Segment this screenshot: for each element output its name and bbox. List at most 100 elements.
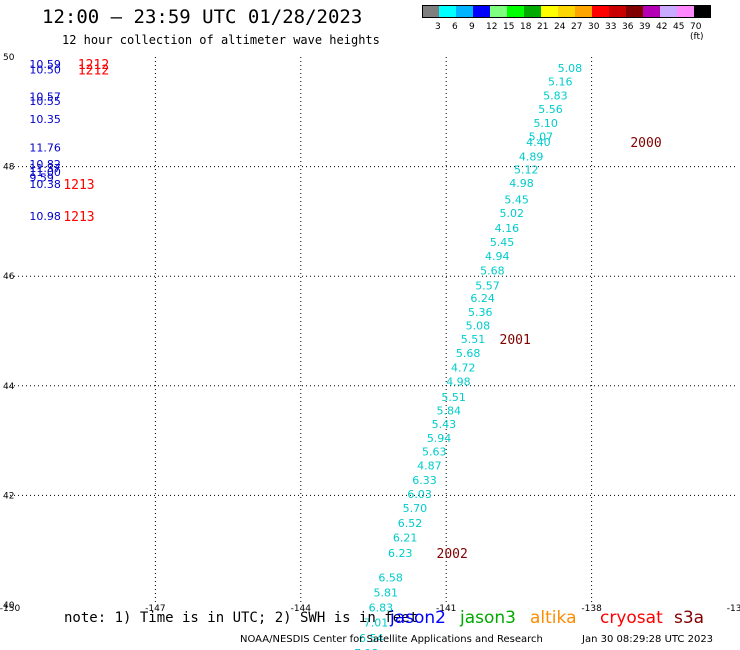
legend-cryosat: cryosat — [600, 608, 663, 628]
time-label: 2002 — [437, 547, 468, 562]
time-label: 1213 — [63, 178, 94, 193]
colorbar-label: 27 — [571, 22, 583, 32]
colorbar-swatch — [541, 5, 558, 18]
colorbar-label: 21 — [537, 22, 549, 32]
colorbar-label: 39 — [639, 22, 651, 32]
y-tick-label: 46 — [3, 272, 15, 282]
colorbar-label: 15 — [503, 22, 515, 32]
colorbar-swatch — [609, 5, 626, 18]
swh-value-label: 5.57 — [475, 280, 500, 293]
colorbar-swatch — [439, 5, 456, 18]
swh-value-label: 5.81 — [374, 586, 399, 599]
x-tick-label: -138 — [581, 604, 602, 614]
swh-value-label: 4.40 — [526, 136, 551, 149]
page-subtitle: 12 hour collection of altimeter wave hei… — [62, 33, 380, 47]
swh-value-label: 6.83 — [369, 602, 394, 615]
swh-value-label: 7.13 — [354, 647, 379, 650]
colorbar-label: 30 — [588, 22, 600, 32]
x-tick-label: -147 — [145, 604, 165, 614]
swh-value-label: 10.55 — [29, 95, 60, 108]
swh-value-label: 5.36 — [468, 306, 493, 319]
swh-value-label: 10.57 — [29, 90, 60, 103]
swh-value-label: 11.00 — [29, 166, 60, 179]
colorbar-label: 3 — [435, 22, 441, 32]
legend-jason2: jason2 — [390, 608, 446, 628]
time-label: 1212 — [78, 64, 109, 79]
swh-value-label: 10.35 — [29, 113, 60, 126]
colorbar-swatch — [507, 5, 524, 18]
swh-value-label: 5.68 — [480, 265, 505, 278]
x-tick-label: -135 — [727, 604, 740, 614]
swh-value-label: 10.59 — [29, 58, 60, 71]
swh-value-label: 4.98 — [446, 375, 471, 388]
swh-value-label: 6.33 — [412, 474, 437, 487]
colorbar-label: 33 — [605, 22, 617, 32]
swh-value-label: 5.08 — [558, 62, 583, 75]
y-tick-label: 48 — [3, 163, 15, 173]
legend-altika: altika — [530, 608, 577, 628]
colorbar-swatch — [626, 5, 643, 18]
swh-value-label: 5.07 — [529, 130, 554, 143]
y-tick-label: 50 — [3, 53, 15, 63]
colorbar-swatch — [660, 5, 677, 18]
colorbar-label: 9 — [469, 22, 475, 32]
swh-value-label: 11.76 — [29, 141, 60, 154]
colorbar-label: 45 — [673, 22, 685, 32]
swh-value-label: 11.37 — [29, 162, 60, 175]
swh-value-label: 4.98 — [509, 177, 534, 190]
swh-value-label: 5.45 — [504, 193, 529, 206]
swh-value-label: 7.01 — [364, 617, 389, 630]
swh-value-label: 5.68 — [456, 347, 481, 360]
swh-value-label: 6.52 — [398, 517, 423, 530]
colorbar-label: 24 — [554, 22, 566, 32]
swh-value-label: 5.51 — [441, 391, 466, 404]
colorbar-swatch — [575, 5, 592, 18]
swh-value-label: 5.08 — [466, 320, 491, 333]
colorbar-label: 36 — [622, 22, 634, 32]
swh-value-label: 4.72 — [451, 362, 476, 375]
swh-value-label: 6.03 — [407, 488, 432, 501]
swh-value-label: 5.94 — [427, 432, 452, 445]
colorbar-swatch — [456, 5, 473, 18]
x-tick-label: -141 — [436, 604, 456, 614]
swh-value-label: 10.38 — [29, 178, 60, 191]
x-tick-label: -144 — [291, 604, 312, 614]
swh-value-label: 5.43 — [432, 418, 457, 431]
swh-value-label: 5.51 — [461, 333, 486, 346]
swh-value-label: 10.82 — [29, 158, 60, 171]
swh-value-label: 5.56 — [538, 103, 563, 116]
swh-value-label: 6.23 — [388, 547, 413, 560]
generation-timestamp: Jan 30 08:29:28 UTC 2023 — [582, 634, 714, 645]
swh-value-label: 4.87 — [417, 459, 442, 472]
colorbar-label: 6 — [452, 22, 458, 32]
y-tick-label: 40 — [3, 601, 15, 611]
swh-value-label: 5.02 — [500, 207, 524, 220]
legend-s3a: s3a — [674, 608, 705, 628]
swh-value-label: 5.83 — [543, 89, 568, 102]
colorbar-swatch — [558, 5, 575, 18]
x-tick-label: -150 — [0, 604, 20, 614]
colorbar-swatch — [677, 5, 694, 18]
swh-value-label: 4.94 — [485, 250, 510, 263]
colorbar-label: 42 — [656, 22, 668, 32]
page-title: 12:00 — 23:59 UTC 01/28/2023 — [42, 6, 363, 28]
colorbar-label: 18 — [520, 22, 532, 32]
swh-value-label: 5.70 — [403, 502, 428, 515]
time-label: 1212 — [78, 58, 109, 73]
y-tick-label: 44 — [3, 382, 15, 392]
units-note: note: 1) Time is in UTC; 2) SWH is in fe… — [64, 610, 419, 626]
colorbar-swatch — [643, 5, 660, 18]
swh-value-label: 5.16 — [548, 76, 573, 89]
swh-value-label: 6.54 — [359, 632, 384, 645]
time-label: 2000 — [630, 136, 661, 151]
swh-value-label: 4.16 — [495, 222, 519, 235]
colorbar-swatch — [473, 5, 490, 18]
legend-jason3: jason3 — [460, 608, 516, 628]
y-tick-label: 42 — [3, 491, 14, 501]
credit-line: NOAA/NESDIS Center for Satellite Applica… — [240, 634, 543, 645]
colorbar-label: 70 (ft) — [690, 22, 704, 42]
swh-value-label: 6.58 — [378, 572, 403, 585]
swh-value-label: 5.84 — [437, 404, 462, 417]
swh-value-label: 9.59 — [29, 172, 53, 185]
